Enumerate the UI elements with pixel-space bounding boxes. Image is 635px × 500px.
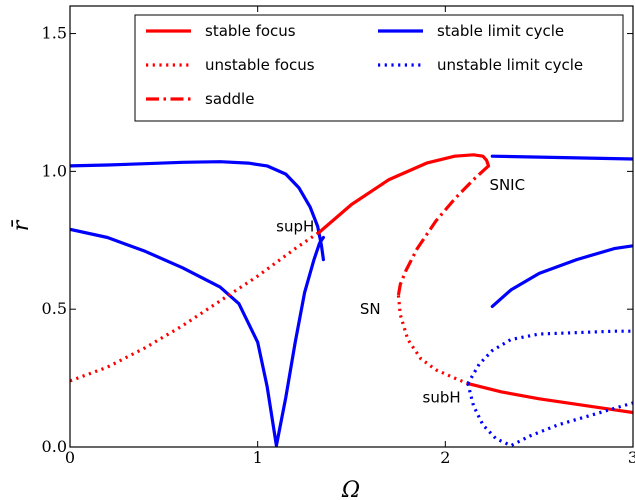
y-tick-label: 1.0 xyxy=(42,161,67,180)
series-line-7 xyxy=(466,382,633,415)
series-line-9 xyxy=(490,244,633,308)
legend-label: unstable focus xyxy=(205,56,315,74)
legend-label: stable focus xyxy=(205,22,296,40)
series-line-8 xyxy=(490,154,633,161)
series-line-3 xyxy=(70,230,321,383)
plot-frame xyxy=(69,5,634,448)
series-line-6 xyxy=(396,295,469,386)
legend-label: saddle xyxy=(205,90,254,108)
annotation-snic: SNIC xyxy=(489,176,525,194)
annotation-subh: subH xyxy=(423,388,461,406)
x-axis-label: Ω xyxy=(341,478,360,500)
x-tick-label: 3 xyxy=(628,448,635,467)
x-tick-label: 1 xyxy=(253,448,263,467)
legend-label: stable limit cycle xyxy=(437,22,564,40)
y-tick-label: 1.5 xyxy=(42,24,67,43)
y-axis-label: r̄ xyxy=(9,219,34,231)
annotation-sn: SN xyxy=(360,300,381,318)
legend-box xyxy=(134,14,624,122)
annotation-suph: supH xyxy=(276,218,314,236)
series-line-1 xyxy=(70,160,325,262)
x-tick-label: 2 xyxy=(440,448,450,467)
legend-label: unstable limit cycle xyxy=(437,56,583,74)
series-line-5 xyxy=(396,164,490,296)
series-line-4 xyxy=(318,153,491,234)
y-tick-label: 0.5 xyxy=(42,299,67,318)
y-tick-label: 0.0 xyxy=(42,437,67,456)
x-tick-label: 0 xyxy=(65,448,75,467)
legend: stable focus unstable focus saddle stable l… xyxy=(134,14,624,122)
series-line-2 xyxy=(70,227,325,447)
